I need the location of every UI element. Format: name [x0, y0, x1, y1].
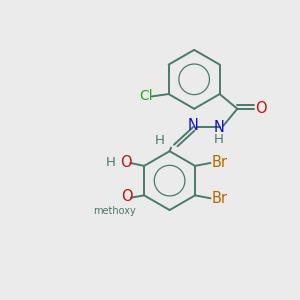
Text: H: H — [106, 156, 116, 169]
Text: H: H — [214, 133, 224, 146]
Text: methoxy: methoxy — [93, 206, 136, 216]
Text: N: N — [188, 118, 199, 133]
Text: N: N — [214, 119, 224, 134]
Text: O: O — [120, 154, 132, 169]
Text: O: O — [255, 101, 267, 116]
Text: Br: Br — [212, 155, 228, 170]
Text: Cl: Cl — [139, 89, 153, 103]
Text: H: H — [155, 134, 165, 147]
Text: O: O — [121, 189, 133, 204]
Text: Br: Br — [212, 191, 228, 206]
